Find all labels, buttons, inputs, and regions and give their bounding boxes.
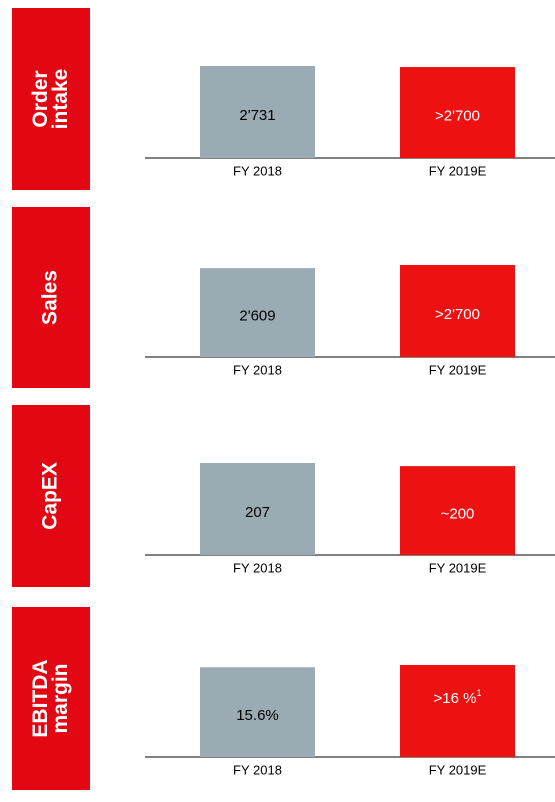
panel-title: Sales [39, 270, 62, 325]
panel-title: Orderintake [29, 69, 72, 130]
value-label: 15.6% [236, 707, 279, 724]
x-tick-label: FY 2018 [233, 362, 282, 377]
bar [200, 463, 315, 555]
side-panel [12, 607, 90, 790]
bar [400, 67, 515, 158]
value-label: 2'609 [239, 308, 275, 325]
title-line: intake [49, 69, 72, 130]
bar [200, 66, 315, 158]
x-tick-label: FY 2019E [429, 163, 487, 178]
x-tick-label: FY 2019E [429, 560, 487, 575]
side-panel [12, 8, 90, 190]
side-panel [12, 207, 90, 388]
footnote-mark: 1 [476, 688, 481, 698]
bar [200, 268, 315, 357]
value-label: ~200 [441, 506, 475, 523]
x-tick-label: FY 2018 [233, 560, 282, 575]
value-label: >16 %1 [434, 688, 482, 707]
x-tick-label: FY 2019E [429, 362, 487, 377]
value-label: 2'731 [239, 107, 275, 124]
side-panel [12, 405, 90, 587]
bar [400, 665, 515, 757]
title-line: EBITDA [29, 659, 52, 737]
value-label: >2'700 [435, 306, 480, 323]
bar [200, 667, 315, 757]
bar [400, 466, 515, 555]
x-tick-label: FY 2018 [233, 163, 282, 178]
title-line: margin [49, 663, 72, 733]
value-label: >2'700 [435, 107, 480, 124]
x-tick-label: FY 2019E [429, 762, 487, 777]
bar [400, 265, 515, 357]
value-label: 207 [245, 504, 270, 521]
title-line: Order [29, 70, 52, 127]
x-tick-label: FY 2018 [233, 762, 282, 777]
panel-title: CapEX [39, 462, 62, 530]
panel-title: EBITDAmargin [29, 659, 72, 737]
